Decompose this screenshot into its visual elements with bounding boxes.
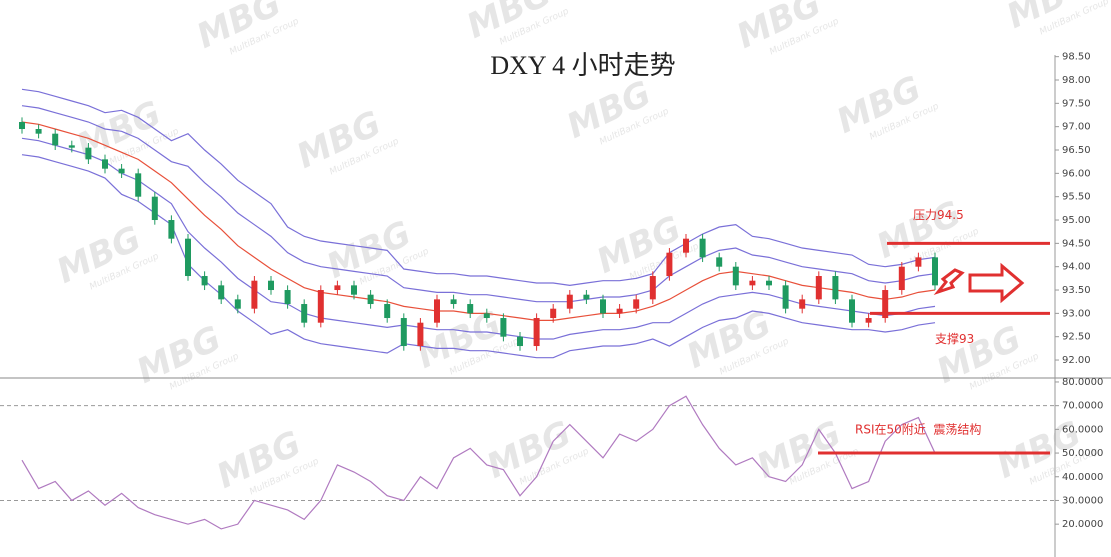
y-tick-label: 70.0000	[1062, 401, 1103, 412]
candle-body	[467, 304, 474, 314]
band-line	[21, 88, 936, 286]
candle-body	[533, 318, 540, 347]
candle-body	[251, 280, 258, 309]
candle-body	[483, 313, 490, 319]
candle-body	[799, 299, 806, 309]
arrows	[933, 262, 1025, 304]
y-tick-label: 96.50	[1062, 145, 1091, 156]
candle-body	[782, 285, 789, 309]
y-tick-label: 80.0000	[1062, 377, 1103, 388]
level-label: 压力94.5	[913, 208, 964, 222]
y-tick-label: 94.00	[1062, 262, 1091, 273]
candle-body	[915, 257, 922, 267]
candle-body	[932, 257, 938, 286]
arrow-up	[933, 268, 965, 296]
candle-body	[185, 238, 191, 277]
candle-body	[500, 318, 507, 337]
candle-body	[683, 238, 689, 253]
y-tick-label: 93.00	[1062, 308, 1091, 319]
candle-body	[301, 304, 308, 323]
candle-body	[35, 129, 42, 134]
level-label: 支撑93	[935, 331, 974, 346]
y-tick-label: 30.0000	[1062, 495, 1103, 506]
y-tick-label: 20.0000	[1062, 519, 1103, 530]
y-tick-label: 50.0000	[1062, 448, 1103, 459]
candle-body	[351, 285, 357, 295]
y-tick-label: 97.50	[1062, 98, 1091, 109]
y-tick-label: 92.50	[1062, 332, 1091, 343]
candle-body	[68, 145, 75, 148]
candle-body	[434, 299, 440, 323]
y-tick-label: 40.0000	[1062, 472, 1103, 483]
candle-body	[766, 280, 772, 286]
candle-body	[865, 318, 872, 323]
candle-body	[732, 266, 739, 286]
candle-body	[749, 280, 756, 286]
candle-body	[218, 285, 225, 300]
band-line	[21, 105, 936, 303]
y-tick-label: 98.50	[1062, 52, 1091, 63]
candle-body	[566, 294, 573, 309]
y-tick-label: 60.0000	[1062, 424, 1103, 435]
rsi-line	[21, 395, 936, 530]
candle-body	[384, 304, 391, 319]
y-tick-label: 95.00	[1062, 215, 1091, 226]
candle-body	[268, 280, 274, 291]
candle-body	[19, 122, 25, 130]
candle-body	[201, 276, 208, 286]
candle-body	[616, 308, 623, 314]
candle-body	[417, 322, 424, 347]
candle-body	[85, 147, 92, 160]
candle-body	[550, 308, 557, 319]
candle-body	[450, 299, 457, 305]
chart-title: DXY 4 小时走势	[490, 51, 675, 80]
candle-body	[102, 159, 108, 169]
y-tick-label: 95.50	[1062, 192, 1091, 203]
level-label: RSI在50附近 震荡结构	[855, 422, 981, 437]
y-tick-label: 94.50	[1062, 238, 1091, 249]
candle-body	[517, 336, 523, 347]
arrow-right	[968, 262, 1025, 304]
candle-body	[52, 133, 59, 146]
candle-body	[234, 299, 241, 309]
candle-body	[317, 290, 324, 323]
y-tick-label: 92.00	[1062, 355, 1091, 366]
candle-body	[168, 220, 175, 239]
candle-body	[367, 294, 374, 305]
candle-body	[284, 290, 291, 305]
y-tick-label: 93.50	[1062, 285, 1091, 296]
candle-body	[600, 299, 606, 314]
candle-body	[400, 318, 407, 347]
candle-body	[832, 276, 839, 300]
band-line	[21, 121, 936, 321]
y-tick-label: 97.00	[1062, 122, 1091, 133]
candle-body	[849, 299, 855, 323]
candle-body	[699, 238, 706, 258]
y-tick-label: 98.00	[1062, 75, 1091, 86]
candle-body	[118, 168, 125, 174]
candle-body	[649, 276, 656, 300]
candle-body	[633, 299, 640, 309]
candle-body	[716, 257, 723, 267]
y-tick-label: 96.00	[1062, 168, 1091, 179]
candle-body	[898, 266, 905, 291]
candle-body	[882, 290, 889, 319]
candle-body	[334, 285, 341, 291]
candle-body	[815, 276, 822, 300]
candle-body	[666, 252, 673, 277]
candle-body	[135, 173, 142, 197]
candle-body	[583, 294, 590, 300]
candle-body	[151, 196, 158, 221]
